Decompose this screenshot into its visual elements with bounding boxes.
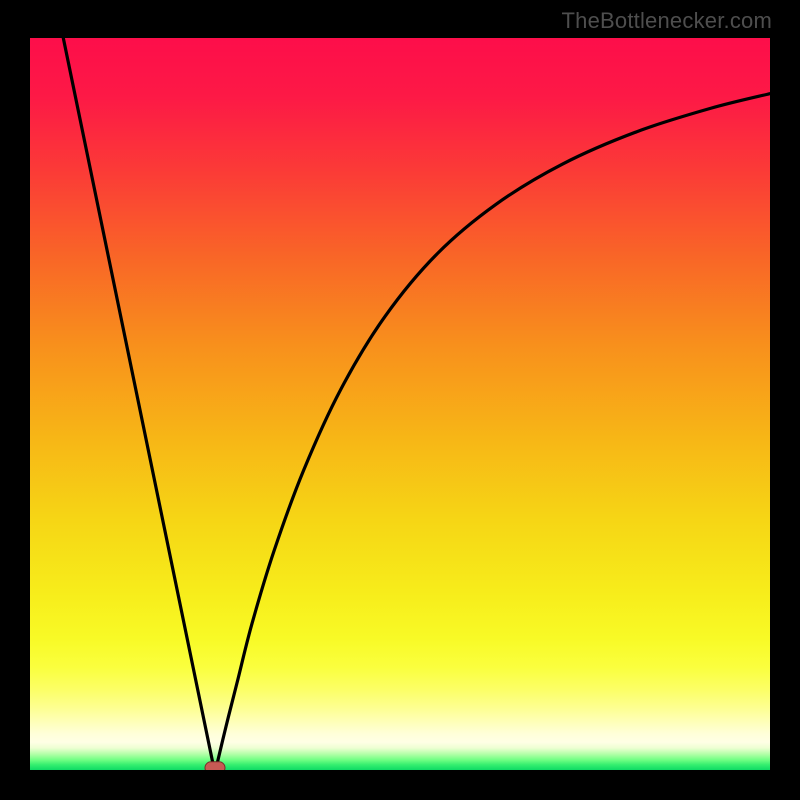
curve-right-branch [216,94,770,767]
plot-area [30,38,770,770]
bottleneck-marker [205,762,225,770]
curve-left-branch [63,38,213,766]
chart-container: TheBottlenecker.com [0,0,800,800]
watermark-text: TheBottlenecker.com [562,8,772,34]
curve-svg [30,38,770,770]
gradient-background [30,38,770,770]
